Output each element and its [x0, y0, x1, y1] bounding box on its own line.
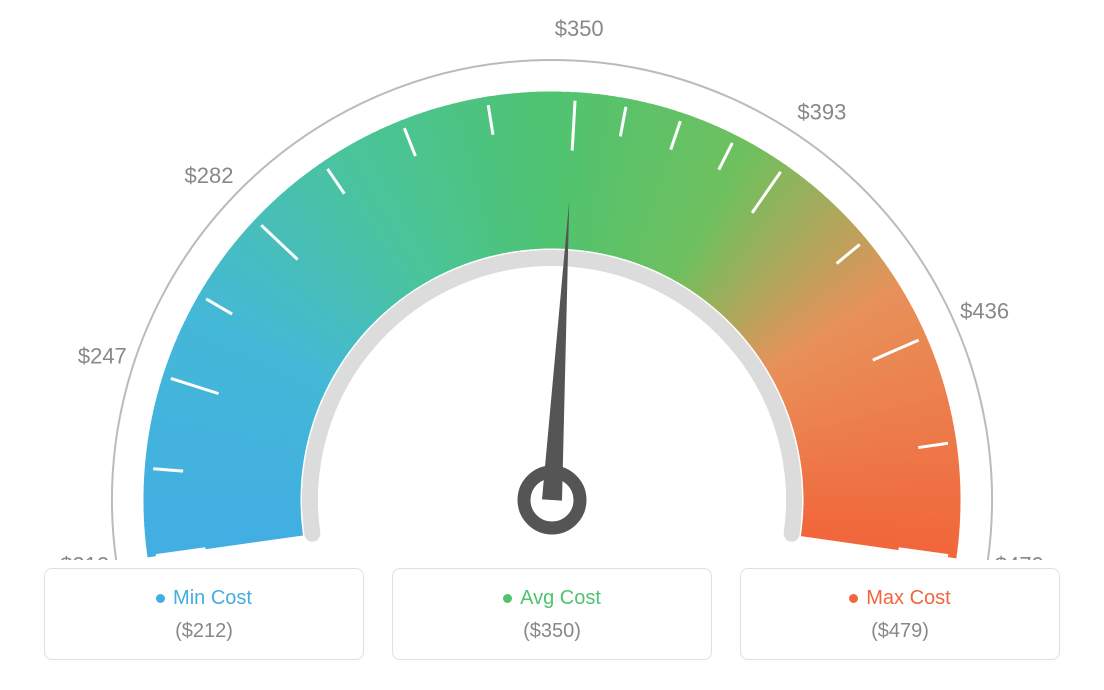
gauge-chart: $212$247$282$350$393$436$479 — [0, 0, 1104, 540]
svg-text:$282: $282 — [184, 163, 233, 188]
legend-label-avg: Avg Cost — [520, 587, 601, 610]
svg-text:$436: $436 — [960, 298, 1009, 323]
legend-dot-max — [849, 594, 858, 603]
legend-row: Min Cost ($212) Avg Cost ($350) Max Cost… — [0, 568, 1104, 660]
svg-text:$393: $393 — [797, 100, 846, 125]
legend-dot-min — [156, 594, 165, 603]
legend-value-avg: ($350) — [403, 620, 701, 643]
legend-dot-avg — [503, 594, 512, 603]
legend-value-max: ($479) — [751, 620, 1049, 643]
legend-card-avg: Avg Cost ($350) — [392, 568, 712, 660]
legend-label-max: Max Cost — [866, 587, 950, 610]
legend-title-avg: Avg Cost — [503, 587, 601, 610]
svg-text:$350: $350 — [555, 16, 604, 41]
legend-card-max: Max Cost ($479) — [740, 568, 1060, 660]
svg-text:$212: $212 — [60, 553, 109, 560]
svg-text:$479: $479 — [995, 553, 1044, 560]
legend-card-min: Min Cost ($212) — [44, 568, 364, 660]
svg-text:$247: $247 — [78, 344, 127, 369]
gauge-svg: $212 $247 $282 $350 $393 $436 $479 — [0, 0, 1104, 560]
legend-title-min: Min Cost — [156, 587, 252, 610]
legend-title-max: Max Cost — [849, 587, 950, 610]
legend-label-min: Min Cost — [173, 587, 252, 610]
legend-value-min: ($212) — [55, 620, 353, 643]
